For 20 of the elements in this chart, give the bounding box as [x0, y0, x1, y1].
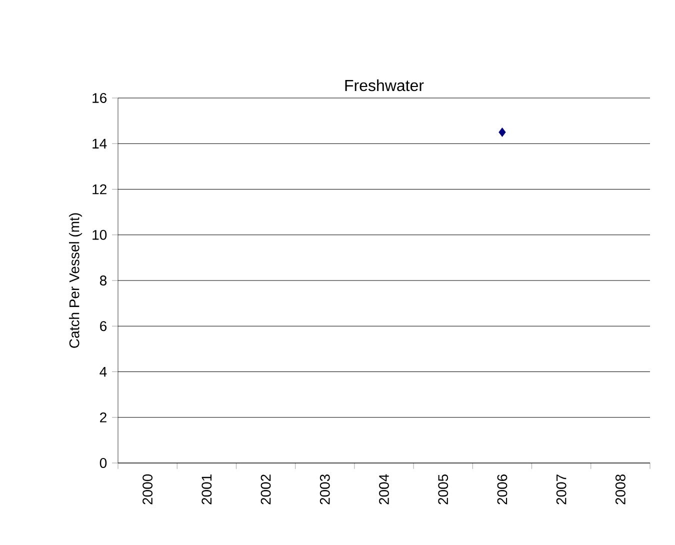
- y-tick-label: 4: [100, 366, 107, 377]
- x-tick-label: 2003: [320, 474, 330, 504]
- y-axis-title: Catch Per Vessel (mt): [68, 213, 82, 348]
- y-tick-label: 0: [100, 458, 107, 468]
- x-tick-label: 2004: [379, 474, 389, 504]
- x-tick-label: 2002: [260, 474, 271, 504]
- y-tick-label: 16: [92, 93, 107, 103]
- y-tick-label: 2: [100, 412, 106, 422]
- y-tick-label: 8: [100, 276, 107, 286]
- x-tick-label: 2001: [202, 474, 212, 504]
- x-tick-label: 2006: [497, 474, 508, 504]
- y-tick-label: 6: [100, 321, 107, 332]
- chart-title: Freshwater: [345, 79, 424, 92]
- y-tick-label: 10: [92, 230, 107, 240]
- y-tick-label: 14: [92, 138, 107, 148]
- x-tick-label: 2007: [556, 474, 566, 504]
- x-tick-label: 2008: [615, 474, 626, 504]
- y-tick-label: 12: [92, 184, 106, 194]
- x-tick-label: 2000: [142, 474, 153, 504]
- x-tick-label: 2005: [438, 474, 448, 504]
